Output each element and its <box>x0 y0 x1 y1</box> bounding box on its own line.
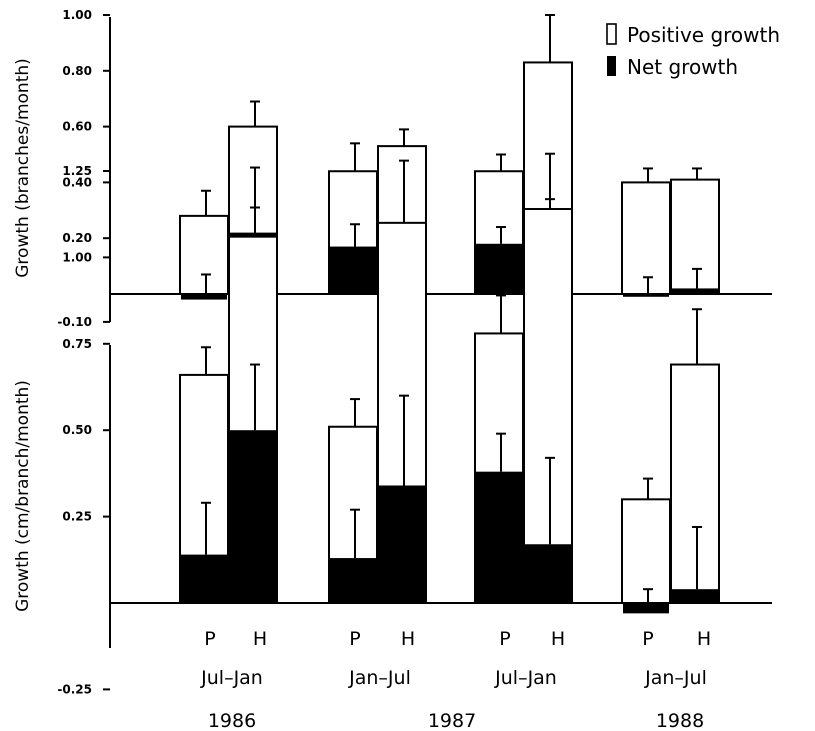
top-y-axis-title: Growth (branches/month) <box>13 58 33 278</box>
top-bar-positive <box>670 178 720 295</box>
top-y-tick-label: 1.00 <box>62 8 92 22</box>
period-label: Jan–Jul <box>348 667 411 689</box>
year-label: 1986 <box>208 710 256 731</box>
bottom-bar-positive <box>621 498 671 605</box>
top-bar-net <box>181 294 227 300</box>
top-y-tick-label: 0.40 <box>62 175 92 189</box>
bar-letter-label: P <box>499 628 510 650</box>
top-y-tick-label: -0.10 <box>57 315 92 329</box>
period-label: Jan–Jul <box>644 667 707 689</box>
bottom-bar-net <box>672 589 718 603</box>
top-bar-positive <box>621 181 671 295</box>
top-bar-net <box>476 243 522 294</box>
bottom-y-tick-label: 1.00 <box>62 250 92 264</box>
bottom-bar-net <box>525 544 571 603</box>
bottom-bar-net <box>181 554 227 603</box>
bottom-y-axis-title: Growth (cm/branch/month) <box>13 380 33 612</box>
top-bar-net <box>672 288 718 294</box>
top-y-tick-label: 0.20 <box>62 231 92 245</box>
bottom-bar-positive <box>670 363 720 605</box>
bottom-y-tick-label: 0.25 <box>62 510 92 524</box>
top-bar-net <box>330 246 376 294</box>
bottom-bar-net <box>379 485 425 603</box>
bottom-bar-net <box>476 471 522 603</box>
x-axis-labels: P H P H P H P H Jul–Jan Jan–Jul Jul–Jan Jan–Jul 1986… <box>200 628 711 731</box>
legend-swatch-positive <box>606 23 617 45</box>
top-y-tick-label: 0.60 <box>62 120 92 134</box>
top-bar-net <box>623 294 669 297</box>
legend-label-positive: Positive growth <box>627 23 780 47</box>
bottom-y-tick-label: 0.50 <box>62 423 92 437</box>
bar-letter-label: H <box>253 628 267 650</box>
bottom-y-tick-label: 1.25 <box>62 164 92 178</box>
legend-swatch-net <box>607 56 616 76</box>
year-label: 1988 <box>656 710 704 731</box>
top-panel: 1.00 0.80 0.60 0.40 0.20 -0.10 Growth (branch… <box>13 8 772 329</box>
bar-letter-label: P <box>349 628 360 650</box>
top-bar-positive <box>179 214 229 296</box>
bottom-bar-positive <box>523 208 573 605</box>
bottom-y-tick-label: -0.25 <box>57 682 92 696</box>
bottom-bar-net <box>623 603 669 614</box>
bottom-y-tick-label: 0.75 <box>62 337 92 351</box>
bar-letter-label: P <box>204 628 215 650</box>
bar-letter-label: H <box>697 628 711 650</box>
year-label: 1987 <box>428 710 476 731</box>
legend-label-net: Net growth <box>627 55 738 79</box>
bottom-bar-net <box>230 430 276 603</box>
legend: Positive growth Net growth <box>606 23 780 79</box>
bottom-bar-net <box>330 558 376 603</box>
period-label: Jul–Jan <box>200 667 263 689</box>
period-label: Jul–Jan <box>494 667 557 689</box>
top-y-tick-label: 0.80 <box>62 64 92 78</box>
bar-letter-label: P <box>642 628 653 650</box>
bottom-panel: 1.25 1.00 0.75 0.50 0.25 -0.25 Growth (cm/bra… <box>13 152 772 696</box>
bar-letter-label: H <box>401 628 415 650</box>
bar-letter-label: H <box>551 628 565 650</box>
